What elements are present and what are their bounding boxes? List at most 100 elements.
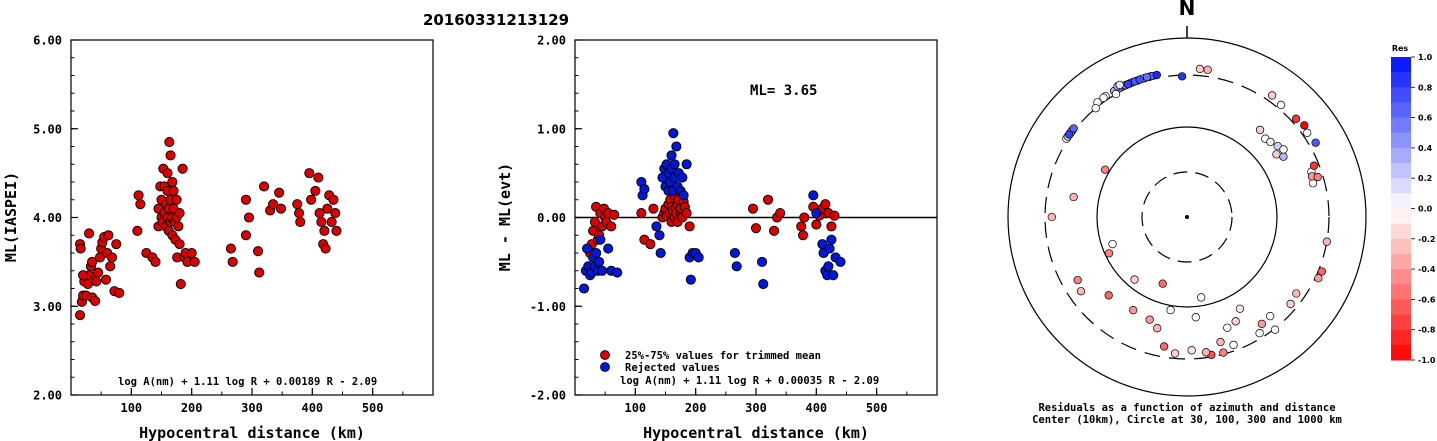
colorbar-segment xyxy=(1391,269,1411,285)
data-point xyxy=(78,270,89,281)
data-point xyxy=(294,208,305,219)
colorbar-tick-label: 0.6 xyxy=(1418,114,1433,123)
x-axis-label: Hypocentral distance (km) xyxy=(139,424,365,441)
legend-label-trimmed: 25%-75% values for trimmed mean xyxy=(625,350,821,362)
colorbar-tick-label: 1.0 xyxy=(1418,53,1433,62)
y-tick-label: 5.00 xyxy=(33,122,62,136)
data-point xyxy=(758,279,769,290)
data-point xyxy=(100,274,112,285)
data-point xyxy=(820,199,831,210)
data-point xyxy=(240,194,252,205)
residual-point xyxy=(1255,329,1264,338)
residual-point xyxy=(1322,237,1331,246)
data-point xyxy=(595,234,606,245)
data-point xyxy=(313,172,324,183)
data-point xyxy=(259,181,270,192)
data-point xyxy=(91,276,102,287)
residual-point xyxy=(1314,274,1323,283)
data-point xyxy=(681,159,692,170)
data-points xyxy=(75,137,342,321)
data-point xyxy=(133,190,144,201)
data-point xyxy=(171,194,182,205)
data-point xyxy=(648,203,659,214)
residual-point xyxy=(1153,324,1162,333)
y-tick-label: 4.00 xyxy=(33,211,62,225)
data-point xyxy=(666,150,677,161)
residual-point xyxy=(1313,172,1322,182)
data-point xyxy=(654,230,665,241)
residual-point xyxy=(1064,130,1074,139)
residual-point xyxy=(1123,80,1133,89)
data-point xyxy=(756,256,768,267)
data-point xyxy=(750,223,762,234)
data-point xyxy=(678,190,689,201)
data-point xyxy=(669,159,680,170)
residual-point xyxy=(1279,145,1288,154)
colorbar-tick-label: 0.4 xyxy=(1418,144,1433,153)
y-tick-label: 3.00 xyxy=(33,300,62,314)
data-point xyxy=(114,287,125,298)
colorbar: 1.0 0.8 0.6 0.4 0.2 0.0 -0.2 -0.4 -0.6 -0.8 -1.0 xyxy=(1391,53,1436,365)
data-point xyxy=(111,239,122,250)
ml-value-text: ML= 3.65 xyxy=(750,83,817,99)
residual-point xyxy=(1191,313,1200,322)
colorbar-segment xyxy=(1391,72,1411,88)
data-point xyxy=(164,137,175,148)
residual-point xyxy=(1111,89,1121,99)
residual-point xyxy=(1069,124,1078,133)
data-point xyxy=(292,199,303,210)
colorbar-segment xyxy=(1391,87,1411,103)
colorbar-tick-label: -0.6 xyxy=(1418,295,1436,304)
x-tick-label: 300 xyxy=(745,401,767,415)
colorbar-segment xyxy=(1391,102,1411,119)
data-point xyxy=(174,239,185,250)
data-point xyxy=(731,261,742,272)
residual-point xyxy=(1272,150,1281,159)
data-point xyxy=(645,239,656,250)
data-point xyxy=(606,221,617,232)
data-point xyxy=(609,209,620,220)
residual-point xyxy=(1223,323,1232,332)
data-point xyxy=(225,243,236,254)
data-point xyxy=(612,267,623,278)
residual-point xyxy=(1104,291,1113,300)
colorbar-tick-label: -1.0 xyxy=(1418,356,1436,365)
data-point xyxy=(811,208,822,219)
data-point xyxy=(671,141,682,152)
residual-point xyxy=(1047,212,1056,222)
event-title: 20160331213129 xyxy=(423,11,569,29)
data-point xyxy=(268,199,279,210)
data-point xyxy=(84,228,95,239)
colorbar-segment xyxy=(1391,132,1411,149)
data-point xyxy=(769,225,780,236)
y-tick-label: 0.00 xyxy=(537,211,566,225)
legend-marker-rejected xyxy=(600,362,610,372)
colorbar-segment xyxy=(1391,314,1411,331)
residual-point xyxy=(1158,279,1167,288)
colorbar-tick-label: -0.2 xyxy=(1418,235,1436,244)
data-point xyxy=(167,176,178,188)
data-point xyxy=(639,184,650,195)
data-point xyxy=(775,208,786,219)
data-point xyxy=(655,247,666,259)
data-point xyxy=(589,216,600,227)
residual-point xyxy=(1201,348,1211,357)
data-point xyxy=(75,310,86,321)
residual-point xyxy=(1286,299,1295,309)
data-point xyxy=(729,247,740,259)
data-point xyxy=(175,279,186,290)
residual-point xyxy=(1257,319,1266,329)
data-point xyxy=(823,261,834,272)
data-point xyxy=(603,243,614,254)
center-dot xyxy=(1185,215,1189,219)
colorbar-segment xyxy=(1391,178,1411,194)
residual-point xyxy=(1303,128,1312,137)
residual-point xyxy=(1219,348,1228,357)
data-point xyxy=(826,234,837,245)
residual-point xyxy=(1166,305,1175,315)
data-point xyxy=(651,221,662,232)
residual-point xyxy=(1129,306,1138,315)
colorbar-segment xyxy=(1391,193,1411,209)
data-point xyxy=(693,252,704,263)
data-point xyxy=(328,194,339,205)
